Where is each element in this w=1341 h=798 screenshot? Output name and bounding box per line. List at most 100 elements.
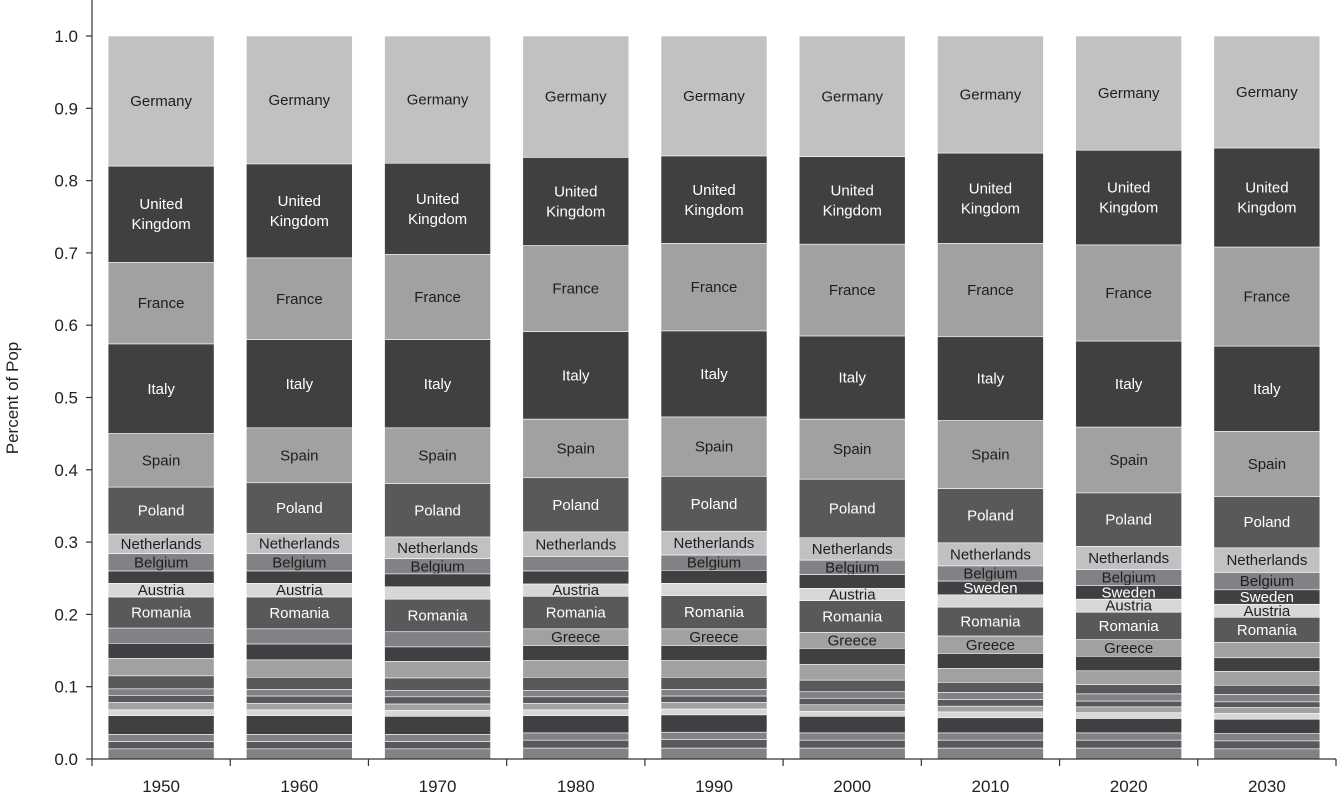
bar-segment	[798, 35, 906, 158]
segment-label: Netherlands	[1088, 550, 1169, 567]
bar-segment	[522, 739, 630, 749]
segment-label: Kingdom	[1237, 200, 1296, 217]
bar-segment	[107, 35, 215, 167]
segment-label: Germany	[130, 93, 192, 110]
bar-segment	[798, 679, 906, 693]
segment-label: Netherlands	[674, 535, 755, 552]
bar-segment	[384, 586, 491, 600]
bar-segment	[660, 702, 768, 710]
bar-segment	[246, 163, 353, 259]
bar-segment	[1075, 712, 1182, 719]
bar-segment	[660, 708, 768, 716]
bar-segment	[384, 690, 491, 698]
segment-label: Spain	[280, 447, 318, 464]
segment-label: Spain	[1109, 452, 1147, 469]
segment-label: Poland	[1105, 512, 1152, 529]
bar-2000: Germany United Kingdom France Italy Spain Pola…	[798, 35, 906, 760]
segment-label: Kingdom	[961, 200, 1020, 217]
bar-segment	[522, 709, 630, 716]
bar-segment	[1213, 707, 1321, 714]
bar-segment	[246, 35, 353, 165]
segment-label: Belgium	[825, 559, 879, 576]
segment-label: Poland	[1244, 514, 1291, 531]
segment-label: Spain	[1248, 456, 1286, 473]
bar-segment	[1075, 706, 1182, 714]
segment-label: Belgium	[410, 558, 464, 575]
bar-segment	[384, 741, 491, 750]
segment-label: Belgium	[272, 554, 326, 571]
bar-segment	[798, 663, 906, 681]
segment-label: Belgium	[963, 566, 1017, 583]
y-tick-label: 0.1	[54, 678, 78, 697]
bar-segment	[937, 606, 1044, 637]
bar-segment	[798, 691, 906, 699]
segment-label: Austria	[829, 587, 876, 604]
segment-label: Spain	[418, 448, 456, 465]
segment-label: Poland	[552, 497, 599, 514]
bar-segment	[522, 157, 630, 246]
segment-label: Kingdom	[1099, 200, 1158, 217]
bar-segment	[660, 695, 768, 703]
segment-label: Netherlands	[397, 540, 478, 557]
bar-segment	[937, 668, 1044, 683]
bar-1980: Germany United Kingdom France Italy Spain Pola…	[522, 35, 630, 760]
x-ticks: 1950 1960 1970 1980 1990 2000 2010 2020 2030	[91, 759, 1337, 796]
bar-segment	[660, 660, 768, 678]
bar-segment	[107, 343, 215, 434]
y-tick-label: 0.3	[54, 533, 78, 552]
segment-label: Sweden	[1240, 589, 1294, 606]
segment-label: Kingdom	[408, 211, 467, 228]
bar-segment	[1213, 671, 1321, 686]
segment-label: France	[829, 282, 876, 299]
x-tick-label: 1980	[557, 777, 595, 796]
segment-label: United	[554, 184, 597, 201]
bar-segment	[107, 709, 215, 716]
segment-label: Poland	[138, 503, 185, 520]
segment-label: Kingdom	[546, 204, 605, 221]
y-tick-label: 0.2	[54, 605, 78, 624]
segment-label: Italy	[147, 381, 175, 398]
bar-segment	[660, 569, 768, 584]
bar-segment	[660, 35, 768, 157]
segment-label: United	[1107, 180, 1150, 197]
segment-label: France	[138, 295, 185, 312]
segment-label: United	[139, 196, 182, 213]
bar-segment	[384, 677, 491, 691]
bar-segment	[1213, 547, 1321, 573]
bar-segment	[1213, 748, 1321, 760]
segment-label: Germany	[1236, 84, 1298, 101]
bar-segment	[798, 739, 906, 749]
bar-segment	[660, 747, 768, 760]
bar-segment	[384, 427, 491, 484]
bar-segment	[246, 482, 353, 534]
segment-label: Poland	[829, 500, 876, 517]
bar-segment	[1075, 149, 1182, 246]
segment-label: Spain	[971, 447, 1009, 464]
bar-segment	[246, 676, 353, 690]
bar-segment	[1213, 701, 1321, 708]
segment-label: France	[276, 291, 323, 308]
bar-segment	[1213, 642, 1321, 659]
bar-segment	[107, 734, 215, 742]
bar-segment	[107, 261, 215, 345]
bar-segment	[107, 715, 215, 735]
bar-segment	[660, 645, 768, 661]
bar-segment	[522, 645, 630, 661]
bar-1960: Germany United Kingdom France Italy Spain Pola…	[246, 35, 353, 760]
bar-segment	[937, 653, 1044, 669]
bar-segment	[1075, 693, 1182, 702]
bar-segment	[522, 703, 630, 711]
bar-segment	[522, 747, 630, 760]
segment-label: Austria	[552, 582, 599, 599]
bar-segment	[384, 646, 491, 662]
segment-label: Germany	[407, 92, 469, 109]
bar-segment	[798, 418, 906, 480]
bar-segment	[660, 689, 768, 697]
segment-label: Netherlands	[259, 536, 340, 553]
segment-label: Germany	[821, 88, 883, 105]
segment-label: United	[278, 193, 321, 210]
segment-label: Greece	[1104, 640, 1153, 657]
bar-segment	[246, 427, 353, 484]
bar-segment	[384, 631, 491, 648]
segment-label: Belgium	[1240, 573, 1294, 590]
